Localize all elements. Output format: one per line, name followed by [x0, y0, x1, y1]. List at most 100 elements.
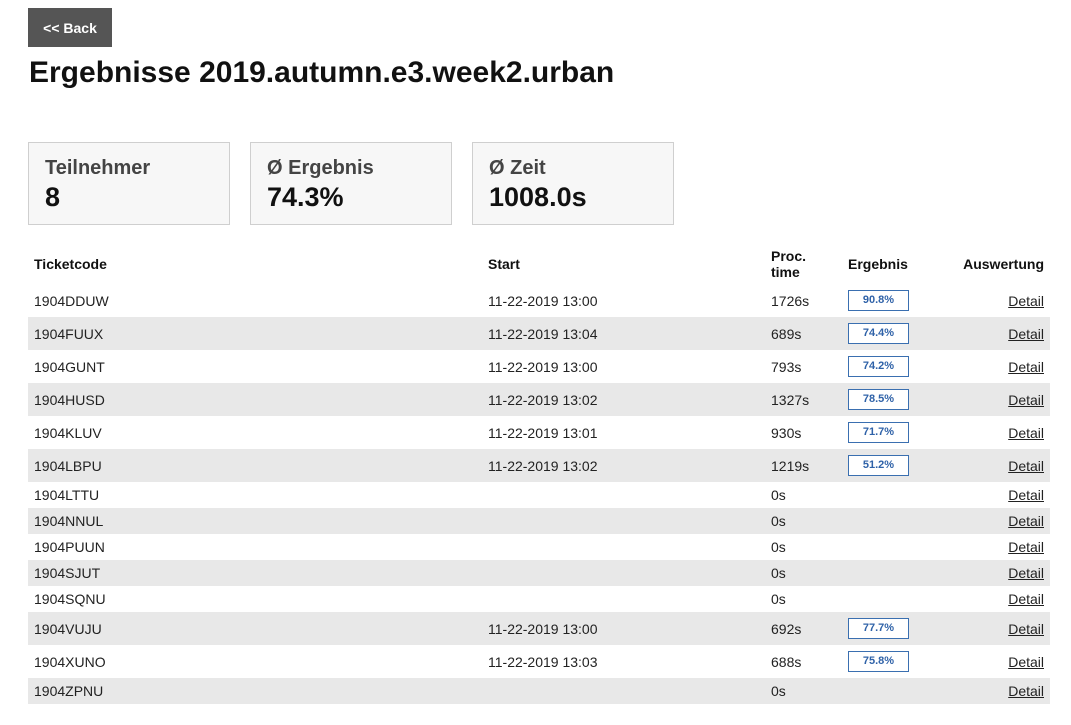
detail-link[interactable]: Detail — [1008, 653, 1044, 670]
start-cell: 11-22-2019 13:00 — [488, 292, 598, 309]
table-row: 1904KLUV 11-22-2019 13:01 930s 71.7% Detail — [28, 416, 1050, 449]
ticketcode-cell: 1904PUUN — [34, 539, 105, 555]
result-cell — [842, 482, 938, 508]
start-cell: 11-22-2019 13:03 — [488, 653, 598, 670]
stat-label: Ø Zeit — [489, 157, 546, 179]
proc-time-cell: 0s — [771, 591, 786, 607]
table-row: 1904NNUL 0s Detail — [28, 508, 1050, 534]
stat-card-participants: Teilnehmer 8 — [28, 142, 230, 225]
ticketcode-cell: 1904LTTU — [34, 487, 100, 503]
detail-link[interactable]: Detail — [1008, 620, 1044, 637]
ticketcode-cell: 1904HUSD — [28, 383, 482, 416]
header-proc-time-line1: Proc. — [771, 247, 807, 264]
result-badge: 74.4% — [848, 323, 909, 344]
start-cell — [482, 534, 765, 560]
ticketcode-cell: 1904SQNU — [34, 591, 106, 607]
detail-link[interactable]: Detail — [1008, 539, 1044, 555]
proc-time-cell: 0s — [765, 678, 842, 704]
header-start: Start — [488, 255, 520, 272]
proc-time-cell: 1726s — [771, 292, 810, 309]
table-row: 1904GUNT 11-22-2019 13:00 793s 74.2% Detail — [28, 350, 1050, 383]
proc-time-cell: 793s — [771, 358, 802, 375]
stat-value: 74.3% — [267, 182, 344, 212]
detail-link[interactable]: Detail — [1008, 591, 1044, 607]
start-cell: 11-22-2019 13:02 — [482, 383, 765, 416]
auswertung-cell: Detail — [938, 560, 1050, 586]
auswertung-cell: Detail — [938, 612, 1050, 645]
result-cell: 74.4% — [842, 317, 938, 350]
proc-time-cell: 1219s — [765, 449, 842, 482]
table-row: 1904XUNO 11-22-2019 13:03 688s 75.8% Detail — [28, 645, 1050, 678]
auswertung-cell: Detail — [938, 645, 1050, 678]
detail-link[interactable]: Detail — [1008, 292, 1044, 309]
table-row: 1904PUUN 0s Detail — [28, 534, 1050, 560]
ticketcode-cell: 1904LBPU — [28, 449, 482, 482]
auswertung-cell: Detail — [938, 416, 1050, 449]
result-badge: 77.7% — [848, 618, 909, 639]
back-button[interactable]: << Back — [28, 8, 112, 47]
detail-link[interactable]: Detail — [1008, 391, 1044, 408]
result-cell: 74.2% — [842, 350, 938, 383]
ticketcode-cell: 1904SJUT — [28, 560, 482, 586]
header-ticketcode: Ticketcode — [34, 255, 107, 272]
result-cell: 51.2% — [842, 449, 938, 482]
stat-card-avg-time: Ø Zeit 1008.0s — [472, 142, 674, 225]
ticketcode-cell: 1904KLUV — [34, 424, 102, 441]
table-row: 1904VUJU 11-22-2019 13:00 692s 77.7% Detail — [28, 612, 1050, 645]
table-row: 1904HUSD 11-22-2019 13:02 1327s 78.5% Detail — [28, 383, 1050, 416]
result-cell: 78.5% — [842, 383, 938, 416]
detail-link[interactable]: Detail — [1008, 358, 1044, 375]
detail-link[interactable]: Detail — [1008, 487, 1044, 503]
table-row: 1904SJUT 0s Detail — [28, 560, 1050, 586]
proc-time-cell: 0s — [771, 539, 786, 555]
ticketcode-cell: 1904VUJU — [28, 612, 482, 645]
result-badge: 74.2% — [848, 356, 909, 377]
ticketcode-cell: 1904DDUW — [34, 292, 109, 309]
ticketcode-cell: 1904XUNO — [34, 653, 106, 670]
results-table: Ticketcode Start Proc. time Ergebnis Aus… — [28, 243, 1050, 704]
ticketcode-cell: 1904FUUX — [28, 317, 482, 350]
detail-link[interactable]: Detail — [1008, 683, 1044, 699]
stat-card-avg-result: Ø Ergebnis 74.3% — [250, 142, 452, 225]
auswertung-cell: Detail — [938, 482, 1050, 508]
table-row: 1904DDUW 11-22-2019 13:00 1726s 90.8% Detail — [28, 284, 1050, 317]
auswertung-cell: Detail — [938, 449, 1050, 482]
proc-time-cell: 692s — [765, 612, 842, 645]
stat-label: Teilnehmer — [45, 157, 151, 179]
auswertung-cell: Detail — [938, 678, 1050, 704]
header-proc-time-line2: time — [771, 263, 800, 280]
result-badge: 71.7% — [848, 422, 909, 443]
result-badge: 51.2% — [848, 455, 909, 476]
proc-time-cell: 1327s — [765, 383, 842, 416]
result-badge: 75.8% — [848, 651, 909, 672]
result-cell — [842, 678, 938, 704]
proc-time-cell: 688s — [771, 653, 802, 670]
proc-time-cell: 0s — [765, 560, 842, 586]
result-cell — [842, 508, 938, 534]
detail-link[interactable]: Detail — [1008, 424, 1044, 441]
page-title: Ergebnisse 2019.autumn.e3.week2.urban — [29, 56, 615, 89]
auswertung-cell: Detail — [938, 586, 1050, 612]
table-row: 1904SQNU 0s Detail — [28, 586, 1050, 612]
start-cell: 11-22-2019 13:00 — [488, 358, 598, 375]
detail-link[interactable]: Detail — [1008, 325, 1044, 342]
ticketcode-cell: 1904NNUL — [28, 508, 482, 534]
auswertung-cell: Detail — [938, 534, 1050, 560]
stat-label: Ø Ergebnis — [267, 157, 374, 179]
proc-time-cell: 0s — [771, 487, 786, 503]
proc-time-cell: 0s — [765, 508, 842, 534]
detail-link[interactable]: Detail — [1008, 513, 1044, 529]
result-badge: 90.8% — [848, 290, 909, 311]
start-cell — [482, 560, 765, 586]
start-cell: 11-22-2019 13:02 — [482, 449, 765, 482]
detail-link[interactable]: Detail — [1008, 457, 1044, 474]
table-row: 1904ZPNU 0s Detail — [28, 678, 1050, 704]
result-cell — [842, 586, 938, 612]
result-cell: 90.8% — [842, 284, 938, 317]
table-row: 1904LBPU 11-22-2019 13:02 1219s 51.2% Detail — [28, 449, 1050, 482]
auswertung-cell: Detail — [938, 383, 1050, 416]
start-cell: 11-22-2019 13:00 — [482, 612, 765, 645]
result-cell: 75.8% — [842, 645, 938, 678]
start-cell — [482, 508, 765, 534]
detail-link[interactable]: Detail — [1008, 565, 1044, 581]
